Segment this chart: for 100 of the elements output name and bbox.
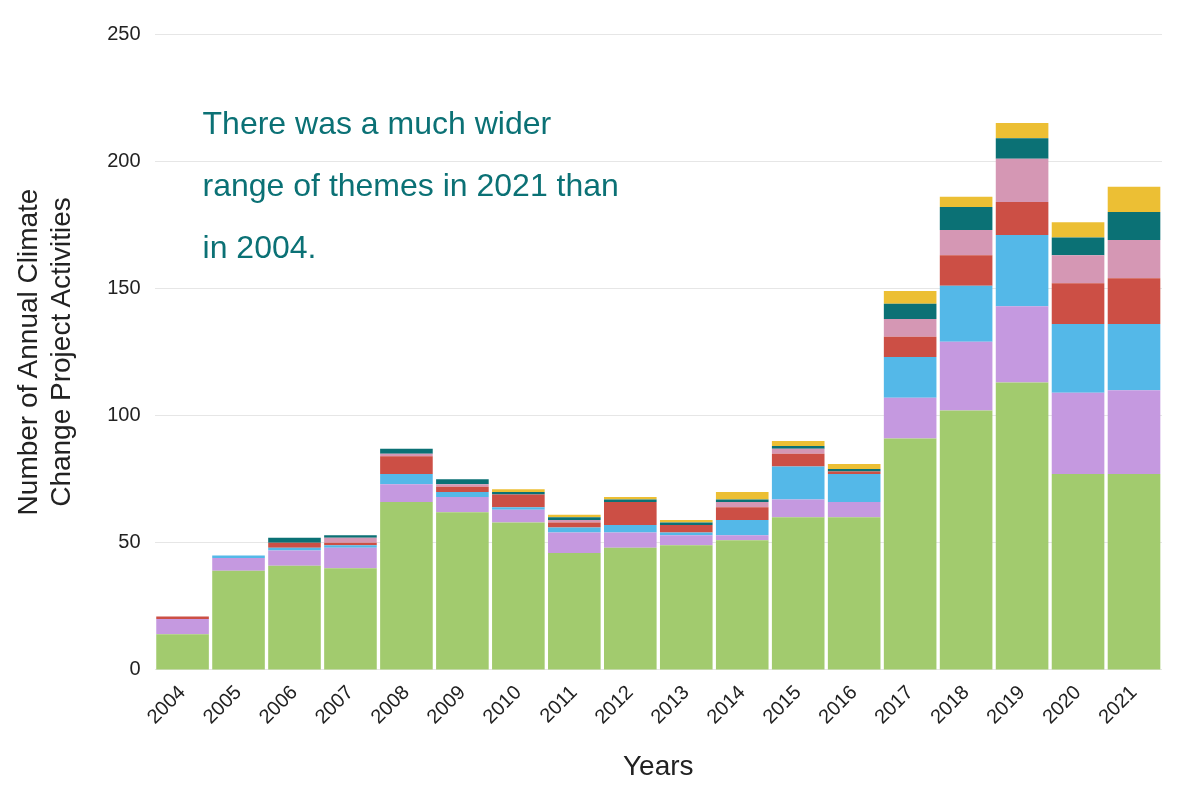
bar bbox=[771, 499, 825, 518]
bar bbox=[268, 550, 321, 566]
bar bbox=[1107, 212, 1161, 241]
y-tick-label: 100 bbox=[107, 403, 141, 426]
bar bbox=[715, 502, 769, 508]
bar bbox=[324, 537, 377, 543]
bar bbox=[1051, 283, 1105, 324]
bar bbox=[1107, 186, 1161, 213]
annotation: There was a much wider range of themes in 2021 than in 2004. bbox=[202, 104, 619, 265]
bar bbox=[1051, 392, 1105, 475]
bar bbox=[771, 453, 825, 467]
bar bbox=[212, 570, 265, 670]
bar bbox=[939, 229, 993, 256]
bar bbox=[380, 484, 433, 503]
bar bbox=[715, 535, 769, 541]
bar bbox=[995, 201, 1049, 235]
bar bbox=[939, 285, 993, 342]
bar bbox=[492, 494, 545, 508]
bar bbox=[324, 568, 377, 670]
bar bbox=[212, 558, 265, 571]
bar bbox=[380, 502, 433, 670]
bar bbox=[883, 438, 937, 670]
bar bbox=[548, 552, 601, 670]
bar bbox=[324, 547, 377, 569]
bar bbox=[883, 397, 937, 439]
bar bbox=[436, 484, 489, 487]
bar bbox=[883, 303, 937, 319]
bar bbox=[995, 234, 1049, 307]
bar bbox=[548, 527, 601, 533]
bar bbox=[827, 463, 881, 469]
bar bbox=[1051, 324, 1105, 393]
bar bbox=[1051, 255, 1105, 284]
bar bbox=[492, 509, 545, 523]
bar bbox=[715, 491, 769, 500]
bar bbox=[883, 318, 937, 337]
bar bbox=[771, 441, 825, 447]
bar bbox=[659, 535, 713, 546]
bar bbox=[659, 545, 713, 670]
bar bbox=[1107, 324, 1161, 391]
bar bbox=[939, 255, 993, 286]
bar bbox=[548, 532, 601, 553]
bar bbox=[771, 466, 825, 500]
y-tick-label: 0 bbox=[129, 657, 141, 680]
bar bbox=[995, 158, 1049, 202]
bar bbox=[771, 446, 825, 449]
bar bbox=[1051, 222, 1105, 238]
y-tick-label: 50 bbox=[118, 530, 141, 553]
bar bbox=[883, 357, 937, 398]
bar bbox=[827, 517, 881, 670]
bar bbox=[995, 123, 1049, 139]
bar bbox=[771, 517, 825, 670]
y-axis-title: Number of Annual Climate Change Project Activities bbox=[11, 188, 77, 516]
bar bbox=[436, 496, 489, 513]
bar bbox=[715, 540, 769, 670]
bar bbox=[436, 486, 489, 492]
bar bbox=[604, 502, 657, 525]
bar bbox=[604, 547, 657, 670]
bar bbox=[883, 290, 937, 304]
bar bbox=[771, 448, 825, 454]
bar bbox=[883, 336, 937, 358]
bar bbox=[1107, 278, 1161, 324]
bar bbox=[380, 474, 433, 485]
bar bbox=[715, 519, 769, 536]
bar bbox=[324, 535, 377, 538]
bar bbox=[380, 456, 433, 475]
y-tick-label: 200 bbox=[107, 148, 141, 171]
bar bbox=[1107, 240, 1161, 279]
bar bbox=[995, 382, 1049, 670]
bar bbox=[1107, 390, 1161, 475]
bar bbox=[492, 507, 545, 510]
bar bbox=[492, 522, 545, 670]
x-axis-title: Years bbox=[623, 749, 694, 781]
y-tick-label: 150 bbox=[107, 275, 141, 298]
bar bbox=[995, 138, 1049, 159]
bar bbox=[939, 196, 993, 207]
bar bbox=[939, 410, 993, 670]
bar bbox=[827, 502, 881, 518]
bar bbox=[436, 491, 489, 497]
bar bbox=[939, 341, 993, 411]
bar bbox=[156, 634, 209, 670]
bar bbox=[604, 532, 657, 548]
bar bbox=[268, 542, 321, 548]
y-tick-label: 250 bbox=[107, 21, 141, 44]
bar bbox=[548, 522, 601, 528]
bar bbox=[156, 619, 209, 635]
bar bbox=[659, 524, 713, 533]
bar bbox=[268, 565, 321, 670]
bar bbox=[436, 479, 489, 485]
bar bbox=[715, 507, 769, 520]
bar bbox=[1051, 237, 1105, 256]
bar bbox=[268, 537, 321, 543]
bar bbox=[827, 474, 881, 503]
bar bbox=[436, 512, 489, 670]
bar bbox=[604, 524, 657, 533]
bar bbox=[1107, 474, 1161, 670]
bar bbox=[380, 448, 433, 454]
bar bbox=[1051, 474, 1105, 670]
bar bbox=[212, 555, 265, 559]
bar bbox=[995, 306, 1049, 383]
bar bbox=[939, 206, 993, 230]
